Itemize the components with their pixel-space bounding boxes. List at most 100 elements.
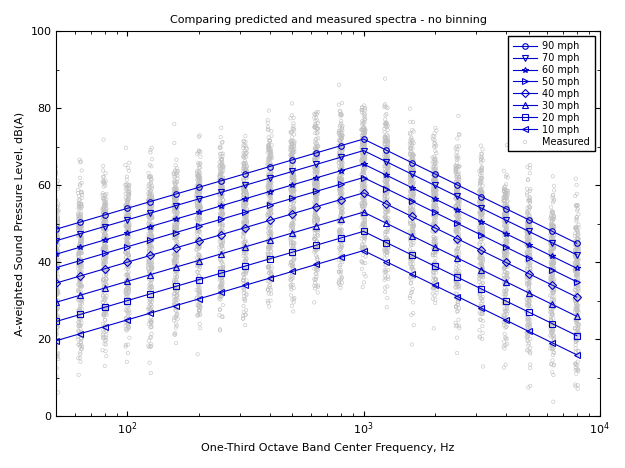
Measured (359, 195, 369, 203)
Measured (171, 250, 181, 258)
Measured (499, 264, 509, 271)
Measured (76, 309, 86, 316)
Measured (195, 205, 205, 212)
Measured (241, 256, 251, 264)
Measured (147, 206, 157, 214)
Measured (51, 287, 61, 294)
Measured (311, 177, 321, 184)
Measured (311, 246, 321, 253)
Measured (100, 200, 110, 208)
Measured (289, 143, 299, 150)
Measured (478, 298, 488, 305)
Measured (238, 185, 248, 192)
Measured (408, 168, 418, 176)
Measured (288, 171, 298, 178)
60 mph (76, 244, 84, 250)
Measured (148, 252, 158, 259)
Measured (144, 285, 154, 292)
Measured (335, 246, 345, 253)
Measured (171, 180, 181, 187)
Measured (336, 158, 346, 165)
Measured (217, 292, 227, 300)
Measured (75, 225, 85, 233)
Measured (146, 280, 156, 287)
Measured (170, 296, 180, 303)
Measured (383, 188, 393, 196)
Measured (194, 133, 204, 140)
Measured (357, 202, 367, 210)
Measured (478, 228, 488, 236)
Measured (573, 325, 583, 333)
Measured (359, 214, 369, 221)
Measured (524, 315, 534, 322)
Measured (266, 152, 276, 160)
Measured (311, 204, 321, 211)
Measured (380, 174, 390, 181)
Measured (429, 214, 439, 222)
Measured (53, 234, 63, 241)
Measured (359, 141, 369, 149)
Measured (549, 222, 559, 230)
Measured (474, 209, 484, 216)
Measured (239, 180, 249, 187)
Measured (335, 228, 345, 236)
Measured (215, 293, 225, 300)
Measured (452, 186, 462, 194)
Measured (51, 219, 61, 227)
Measured (501, 213, 511, 220)
Measured (451, 322, 461, 330)
Measured (361, 200, 371, 207)
Measured (170, 283, 180, 291)
Measured (51, 275, 61, 283)
Measured (311, 220, 321, 228)
Measured (193, 222, 203, 229)
Measured (289, 145, 299, 153)
Measured (193, 227, 203, 234)
Measured (53, 290, 63, 297)
Measured (431, 281, 441, 288)
Measured (266, 268, 276, 276)
Measured (49, 225, 59, 233)
Measured (52, 214, 62, 221)
Measured (523, 241, 533, 249)
Measured (547, 260, 557, 267)
Measured (75, 229, 85, 237)
Measured (549, 252, 559, 259)
Measured (217, 209, 227, 217)
Measured (547, 215, 557, 222)
Measured (430, 168, 440, 176)
Measured (241, 159, 251, 167)
Measured (53, 230, 63, 238)
Measured (286, 137, 296, 145)
Measured (407, 186, 417, 193)
Measured (217, 138, 227, 146)
Measured (453, 237, 463, 245)
Measured (571, 338, 581, 345)
Measured (313, 151, 323, 158)
Measured (264, 154, 274, 161)
Measured (499, 187, 509, 195)
Measured (263, 225, 273, 232)
Measured (288, 195, 298, 203)
Measured (382, 177, 392, 184)
Measured (51, 240, 61, 247)
Measured (313, 125, 323, 132)
Measured (288, 205, 298, 212)
Measured (98, 245, 108, 252)
Measured (265, 180, 275, 187)
Measured (288, 180, 298, 187)
Measured (77, 222, 87, 230)
Measured (266, 209, 276, 217)
Measured (431, 178, 441, 186)
Measured (239, 274, 249, 282)
Measured (238, 315, 248, 322)
40 mph (76, 273, 84, 279)
Measured (286, 207, 296, 215)
Measured (409, 188, 419, 195)
Measured (169, 174, 179, 181)
Measured (216, 176, 226, 183)
Measured (144, 185, 154, 193)
Measured (336, 184, 346, 192)
Measured (338, 210, 348, 217)
Measured (312, 174, 322, 182)
